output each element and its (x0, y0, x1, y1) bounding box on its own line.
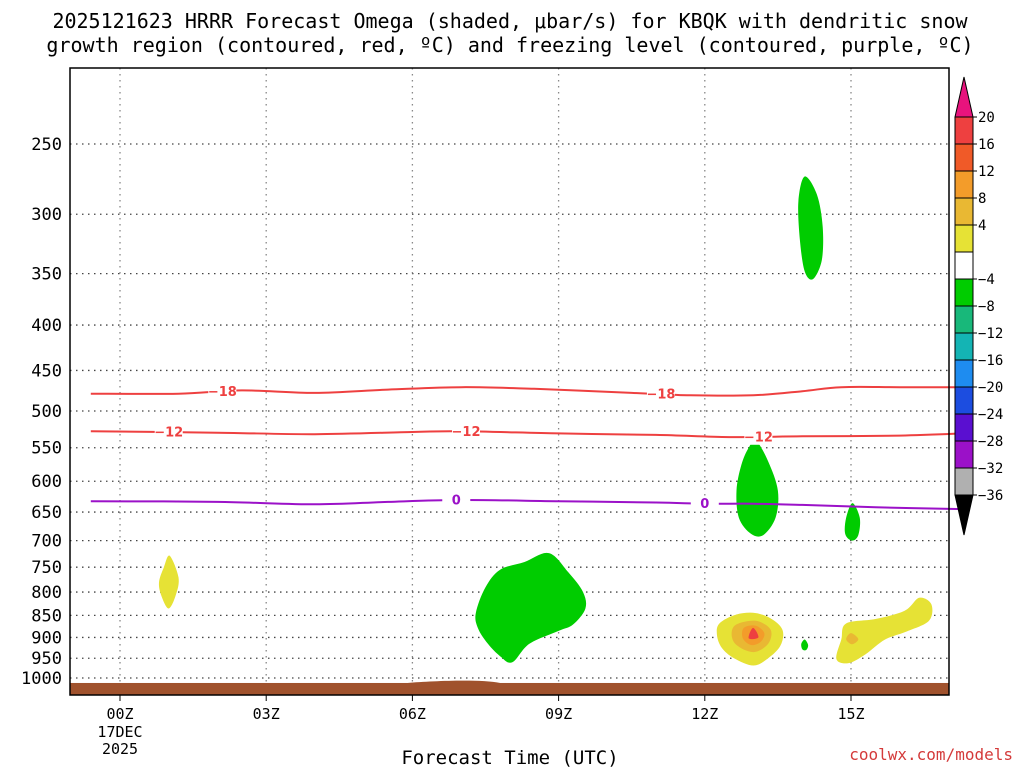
x-tick-label: 15Z (837, 705, 864, 723)
descent-peak (748, 627, 759, 640)
contour-label: 0 (700, 497, 709, 512)
y-tick-label: 850 (31, 606, 62, 626)
surface (70, 682, 949, 695)
y-tick-label: 1000 (21, 669, 62, 689)
colorbar-tick-label: −36 (978, 488, 1003, 504)
colorbar-bin (954, 386, 974, 415)
contour-lines: −18 −18 −12 −12 −12 0 0 (90, 383, 964, 512)
colorbar-bin (954, 278, 974, 307)
freezing-level-line (90, 498, 964, 511)
colorbar-bin (954, 413, 974, 442)
x-tick-label: 00Z (106, 705, 133, 723)
colorbar-tick-label: 16 (978, 137, 995, 153)
y-tick-label: 800 (31, 583, 62, 603)
grid (70, 68, 949, 695)
colorbar-tick-label: −20 (978, 380, 1003, 396)
colorbar-bin (954, 305, 974, 334)
y-tick-label: 950 (31, 649, 62, 669)
colorbar-tick-label: −28 (978, 434, 1003, 450)
x-tick-label: 06Z (399, 705, 426, 723)
descent-band-far-right (836, 597, 933, 664)
colorbar-bin (954, 467, 974, 496)
contour-label: −18 (208, 385, 237, 400)
terrain-bump (407, 680, 501, 683)
y-tick-label: 500 (31, 402, 62, 422)
ascent-speck (801, 639, 809, 651)
x-tick-label: 12Z (691, 705, 718, 723)
contour-label-bg (154, 424, 183, 441)
colorbar-tick-label: 12 (978, 164, 995, 180)
ascent-core-small (844, 503, 861, 541)
colorbar-tick-label: 4 (978, 218, 986, 234)
y-tick-label: 750 (31, 558, 62, 578)
colorbar-bin (954, 197, 974, 226)
x-tick-sublabel: 2025 (102, 740, 138, 758)
colorbar: 20 16 12 8 4 −4 −8 −12 −16 −20 −24 −28 −32 −36 (954, 76, 1003, 536)
credit-link[interactable]: coolwx.com/models (849, 745, 1013, 764)
contour-label-bg (744, 428, 773, 445)
y-tick-label: 900 (31, 628, 62, 648)
dgz-minus12-line (90, 430, 964, 439)
y-axis: 2503003504004505005506006507007508008509… (21, 135, 62, 689)
x-tick-sublabel: 17DEC (97, 723, 142, 741)
y-tick-label: 700 (31, 532, 62, 552)
y-tick-label: 300 (31, 205, 62, 225)
y-tick-label: 650 (31, 503, 62, 523)
contour-label-bg (442, 492, 471, 509)
y-tick-label: 600 (31, 472, 62, 492)
terrain (70, 680, 949, 695)
plot-frame (69, 67, 950, 696)
y-tick-label: 550 (31, 439, 62, 459)
colorbar-bin (954, 251, 974, 280)
colorbar-top-arrow (954, 76, 974, 118)
descent-small-left (158, 555, 179, 609)
colorbar-bin (954, 359, 974, 388)
contour-label-bg (208, 383, 237, 400)
colorbar-bin (954, 170, 974, 199)
colorbar-tick-label: −4 (978, 272, 995, 288)
colorbar-tick-label: −16 (978, 353, 1003, 369)
colorbar-tick-label: 8 (978, 191, 986, 207)
y-tick-label: 400 (31, 316, 62, 336)
x-tick-label: 03Z (253, 705, 280, 723)
colorbar-bin (954, 116, 974, 145)
ascent-core-low (475, 552, 587, 663)
contour-label-bg (690, 495, 719, 512)
contour-label: −12 (452, 425, 481, 440)
y-tick-label: 350 (31, 265, 62, 285)
y-tick-label: 250 (31, 135, 62, 155)
contour-label-bg (646, 386, 675, 403)
contour-label: −18 (646, 388, 675, 403)
colorbar-bin (954, 224, 974, 253)
colorbar-bin (954, 332, 974, 361)
contour-label: −12 (154, 426, 183, 441)
ascent-core-mid (736, 440, 779, 537)
x-tick-label: 09Z (545, 705, 572, 723)
colorbar-tick-label: −12 (978, 326, 1003, 342)
descent-far-right-core (846, 633, 859, 645)
x-axis-label: Forecast Time (UTC) (401, 747, 618, 768)
omega-shading (158, 176, 933, 666)
contour-label: −12 (744, 430, 773, 445)
colorbar-bin (954, 440, 974, 469)
dgz-minus18-line (90, 385, 964, 397)
colorbar-tick-label: −8 (978, 299, 995, 315)
colorbar-bottom-arrow (954, 494, 974, 536)
ascent-core-upper (798, 176, 824, 280)
contour-label: 0 (452, 494, 461, 509)
contour-label-bg (452, 423, 481, 440)
title-line-2: growth region (contoured, red, ºC) and f… (46, 33, 973, 57)
colorbar-tick-label: −24 (978, 407, 1003, 423)
colorbar-bin (954, 143, 974, 172)
colorbar-tick-label: −32 (978, 461, 1003, 477)
colorbar-tick-label: 20 (978, 110, 995, 126)
y-tick-label: 450 (31, 361, 62, 381)
title-line-1: 2025121623 HRRR Forecast Omega (shaded, … (52, 9, 968, 33)
